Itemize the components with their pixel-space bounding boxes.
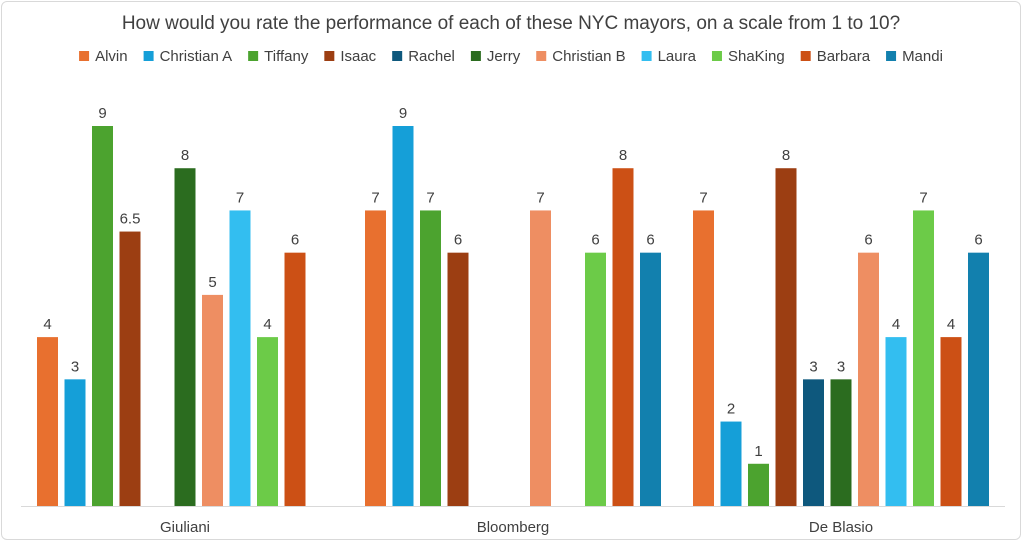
chart-title: How would you rate the performance of ea…	[122, 13, 900, 34]
legend-swatch-tiffany	[248, 51, 259, 61]
bar-bloomberg-alvin	[365, 210, 386, 506]
data-label-de-blasio-christian-a: 2	[727, 401, 735, 418]
bar-bloomberg-barbara	[612, 168, 634, 506]
category-label-giuliani: Giuliani	[160, 519, 210, 536]
data-label-bloomberg-alvin: 7	[371, 189, 379, 206]
data-label-giuliani-barbara: 6	[291, 232, 299, 249]
data-label-giuliani-christian-b: 5	[208, 274, 216, 291]
legend-swatch-christian-b	[536, 51, 547, 61]
bar-de-blasio-christian-a	[720, 421, 742, 506]
data-label-bloomberg-isaac: 6	[454, 232, 462, 249]
bar-giuliani-jerry	[174, 168, 196, 506]
data-label-de-blasio-tiffany: 1	[754, 443, 762, 460]
legend-swatch-barbara	[800, 51, 811, 61]
bar-de-blasio-jerry	[830, 379, 852, 506]
bar-bloomberg-tiffany	[420, 210, 441, 506]
legend-label-alvin: Alvin	[95, 48, 128, 65]
bar-giuliani-tiffany	[92, 126, 113, 506]
category-axis: Giuliani Bloomberg De Blasio	[21, 506, 1005, 536]
legend-label-isaac: Isaac	[340, 48, 376, 65]
legend-swatch-laura	[641, 51, 652, 61]
data-label-bloomberg-tiffany: 7	[426, 189, 434, 206]
data-label-giuliani-tiffany: 9	[98, 105, 106, 122]
data-label-de-blasio-laura: 4	[892, 316, 900, 333]
bar-bloomberg-christian-b	[530, 210, 551, 506]
data-label-de-blasio-alvin: 7	[699, 189, 707, 206]
bar-bloomberg-shaking	[585, 252, 606, 506]
bar-giuliani-isaac	[119, 231, 141, 507]
data-label-de-blasio-mandi: 6	[974, 232, 982, 249]
data-label-bloomberg-christian-a: 9	[399, 105, 407, 122]
data-label-de-blasio-christian-b: 6	[864, 232, 872, 249]
category-label-de-blasio: De Blasio	[809, 519, 873, 536]
data-label-giuliani-alvin: 4	[43, 316, 51, 333]
bar-de-blasio-christian-b	[858, 252, 879, 506]
data-label-giuliani-laura: 7	[236, 189, 244, 206]
legend-swatch-alvin	[79, 51, 90, 61]
legend-label-christian-b: Christian B	[552, 48, 625, 65]
bar-de-blasio-mandi	[968, 252, 989, 506]
bar-giuliani-alvin	[37, 337, 58, 506]
data-label-de-blasio-jerry: 3	[837, 358, 845, 375]
legend-label-rachel: Rachel	[408, 48, 455, 65]
legend-label-laura: Laura	[658, 48, 697, 65]
data-label-de-blasio-isaac: 8	[782, 147, 790, 164]
bar-de-blasio-alvin	[693, 210, 714, 506]
bar-de-blasio-rachel	[803, 379, 824, 506]
legend-label-christian-a: Christian A	[160, 48, 233, 65]
bar-giuliani-christian-b	[202, 294, 223, 506]
bar-bloomberg-isaac	[447, 252, 469, 506]
data-label-giuliani-isaac: 6.5	[120, 211, 141, 228]
data-label-bloomberg-shaking: 6	[591, 232, 599, 249]
legend-label-barbara: Barbara	[817, 48, 871, 65]
legend-swatch-rachel	[392, 51, 403, 61]
legend-swatch-christian-a	[143, 51, 154, 61]
data-label-bloomberg-mandi: 6	[646, 232, 654, 249]
bar-giuliani-barbara	[284, 252, 306, 506]
data-label-de-blasio-shaking: 7	[919, 189, 927, 206]
category-label-bloomberg: Bloomberg	[477, 519, 550, 536]
legend-swatch-mandi	[886, 51, 897, 61]
bar-de-blasio-shaking	[913, 210, 934, 506]
data-label-de-blasio-rachel: 3	[809, 358, 817, 375]
legend-swatch-isaac	[324, 51, 335, 61]
bar-bloomberg-christian-a	[392, 126, 414, 506]
bar-giuliani-christian-a	[64, 379, 86, 506]
legend-label-tiffany: Tiffany	[264, 48, 309, 65]
legend: Alvin Christian A Tiffany Isaac Rachel Jerry C…	[79, 48, 943, 65]
data-label-bloomberg-christian-b: 7	[536, 189, 544, 206]
bar-de-blasio-laura	[885, 337, 907, 506]
plot-area: 4 3 9 6.5 8 5 7 4 6 7 9 7 6 7 6 8 6 7 2 1 8 3 3 6 4 7 4 6	[37, 105, 989, 507]
bar-de-blasio-barbara	[940, 337, 962, 506]
bar-de-blasio-tiffany	[748, 463, 769, 506]
bar-bloomberg-mandi	[640, 252, 661, 506]
bar-de-blasio-isaac	[775, 168, 797, 506]
legend-swatch-jerry	[470, 51, 481, 61]
legend-label-jerry: Jerry	[487, 48, 521, 65]
bar-giuliani-shaking	[257, 337, 278, 506]
data-label-de-blasio-barbara: 4	[947, 316, 955, 333]
data-label-giuliani-shaking: 4	[263, 316, 271, 333]
data-label-giuliani-christian-a: 3	[71, 358, 79, 375]
legend-label-shaking: ShaKing	[728, 48, 785, 65]
legend-swatch-shaking	[711, 51, 722, 61]
data-label-bloomberg-barbara: 8	[619, 147, 627, 164]
bar-giuliani-laura	[229, 210, 251, 506]
legend-label-mandi: Mandi	[902, 48, 943, 65]
data-label-giuliani-jerry: 8	[181, 147, 189, 164]
